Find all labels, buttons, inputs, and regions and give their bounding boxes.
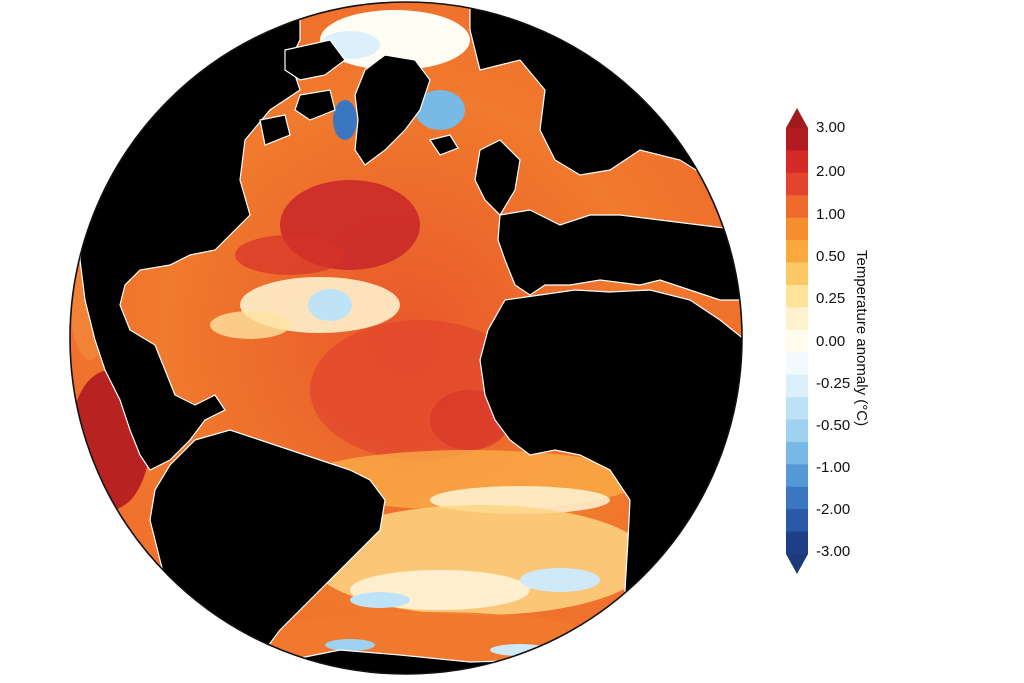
colorbar-bin [786, 441, 808, 465]
colorbar-tick-label: 0.25 [816, 290, 846, 307]
colorbar-bin [786, 195, 808, 219]
colorbar-tick-label: 2.00 [816, 163, 846, 180]
colorbar-bin [786, 262, 808, 286]
colorbar-bin [786, 172, 808, 196]
colorbar-tick-label: -0.50 [816, 417, 851, 434]
colorbar-tick-label: 0.00 [816, 333, 846, 350]
colorbar-bin [786, 329, 808, 353]
arctic-islands [284, 39, 346, 81]
colorbar-bin [786, 284, 808, 308]
colorbar-tick-label: 3.00 [816, 119, 846, 136]
colorbar-tick-label: 0.50 [816, 248, 846, 265]
colorbar [786, 108, 808, 574]
colorbar-bin [786, 128, 808, 151]
colorbar-tick-label: -2.00 [816, 501, 851, 518]
colorbar-over-arrow [786, 108, 808, 128]
colorbar-tick-label: -3.00 [816, 543, 851, 560]
colorbar-bin [786, 240, 808, 264]
colorbar-under-arrow [786, 554, 808, 574]
colorbar-tick-label: 1.00 [816, 206, 846, 223]
antarctica [247, 649, 641, 674]
colorbar-bin [786, 419, 808, 443]
orthographic-globe [69, 1, 743, 675]
colorbar-bin [786, 509, 808, 533]
colorbar-bin [786, 397, 808, 420]
colorbar-bin [786, 486, 808, 510]
colorbar-bin [786, 352, 808, 376]
iceland [429, 134, 459, 156]
colorbar-bin [786, 531, 808, 555]
colorbar-legend: 3.00 2.00 1.00 0.50 0.25 0.00 -0.25 -0.50 -1.00 -… [780, 106, 920, 576]
globe-map [69, 1, 743, 675]
colorbar-bin [786, 464, 808, 488]
colorbar-bin [786, 150, 808, 174]
colorbar-tick-label: -0.25 [816, 375, 851, 392]
colorbar-bin [786, 217, 808, 241]
colorbar-tick-label: -1.00 [816, 459, 851, 476]
colorbar-title: Temperature anomaly (°C) [853, 250, 870, 427]
greenland [354, 54, 431, 166]
colorbar-bin [786, 307, 808, 331]
colorbar-bin [786, 374, 808, 398]
globe-outline [69, 1, 743, 675]
